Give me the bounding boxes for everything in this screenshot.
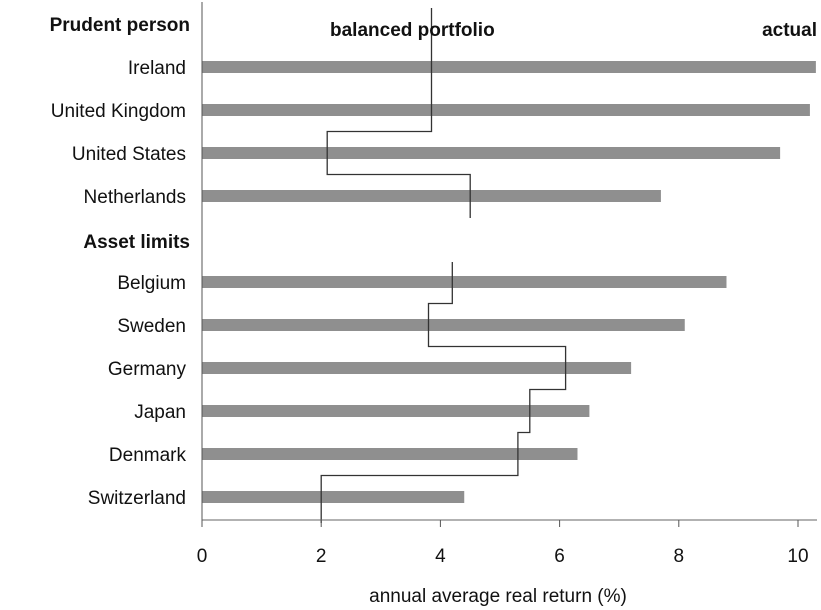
bar-denmark	[202, 448, 578, 460]
balanced-portfolio-line	[320, 8, 567, 523]
balanced-step-prudent-person	[326, 8, 471, 218]
balanced-portfolio-header: balanced portfolio	[330, 20, 495, 41]
x-tick-label-0: 0	[197, 546, 208, 567]
x-tick-label-8: 8	[674, 546, 685, 567]
bar-belgium	[202, 276, 727, 288]
category-label-belgium: Belgium	[117, 273, 186, 294]
category-label-ireland: Ireland	[128, 58, 186, 79]
bar-netherlands	[202, 190, 661, 202]
category-label-germany: Germany	[108, 359, 187, 380]
bar-united-states	[202, 147, 781, 159]
bar-switzerland	[202, 491, 465, 503]
category-label-switzerland: Switzerland	[88, 488, 186, 509]
x-axis: 0 2 4 6 8 10	[197, 2, 817, 567]
category-label-united-kingdom: United Kingdom	[51, 101, 186, 122]
bar-united-kingdom	[202, 104, 810, 116]
category-label-japan: Japan	[134, 402, 186, 423]
bar-germany	[202, 362, 632, 374]
group-label-prudent-person: Prudent person	[50, 15, 190, 36]
bar-ireland	[202, 61, 816, 73]
category-label-denmark: Denmark	[109, 445, 187, 466]
x-tick-label-4: 4	[435, 546, 446, 567]
category-label-sweden: Sweden	[117, 316, 186, 337]
bar-sweden	[202, 319, 685, 331]
actual-header: actual	[762, 20, 817, 41]
bar-japan	[202, 405, 590, 417]
category-label-netherlands: Netherlands	[84, 187, 186, 208]
x-tick-label-6: 6	[554, 546, 565, 567]
actual-bars	[202, 61, 816, 503]
x-tick-label-10: 10	[787, 546, 808, 567]
group-label-asset-limits: Asset limits	[83, 232, 190, 253]
balanced-step-asset-limits	[320, 262, 567, 523]
x-tick-label-2: 2	[316, 546, 327, 567]
x-axis-label: annual average real return (%)	[369, 586, 627, 607]
category-label-united-states: United States	[72, 144, 186, 165]
category-labels: Ireland United Kingdom United States Nether…	[50, 15, 190, 509]
